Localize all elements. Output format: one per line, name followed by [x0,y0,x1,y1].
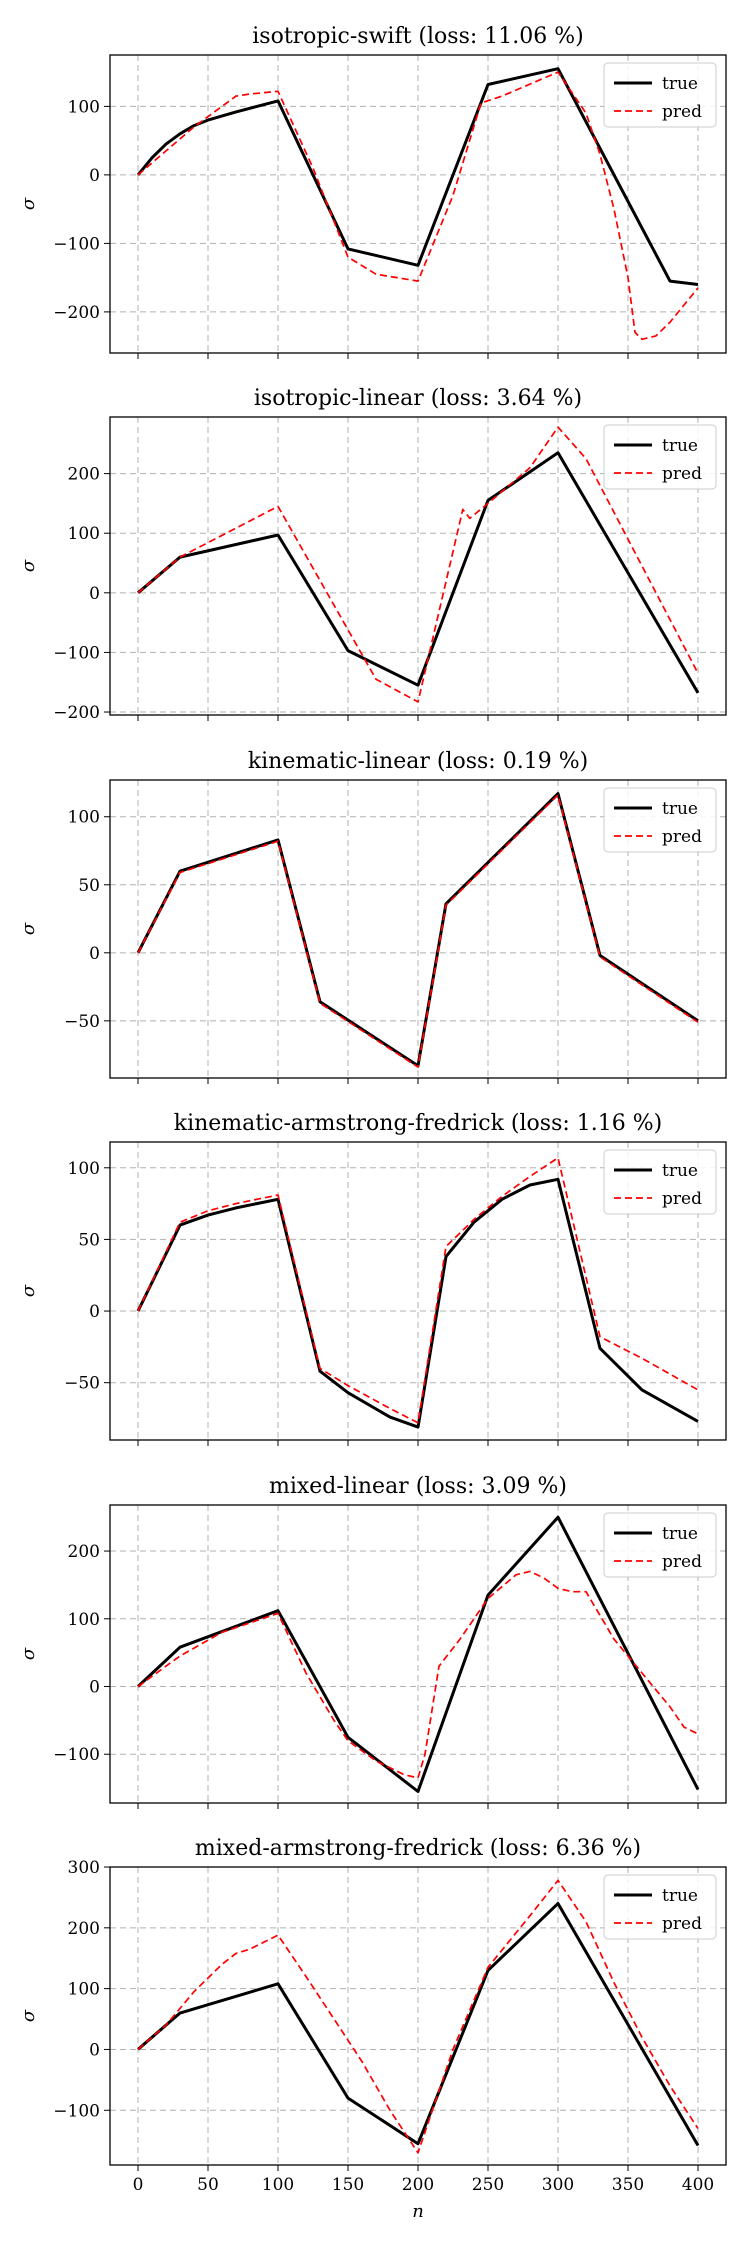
y-tick-label: 0 [89,1678,100,1698]
plot-title: kinematic-armstrong-fredrick (loss: 1.16… [174,1111,663,1136]
subplot: −50 0 50 100 kinematic-linear (loss: 0.19 %)… [18,749,727,1084]
y-tick-label: 100 [68,1610,100,1630]
series-line-pred [137,1879,699,2154]
y-tick-label: 100 [68,1159,100,1179]
y-tick-label: 0 [89,2040,100,2060]
series-line-true [137,1902,700,2147]
y-tick-label: −100 [53,2101,100,2121]
y-tick-label: −100 [53,234,100,254]
y-axis-label: σ [18,2009,39,2022]
plot-title: kinematic-linear (loss: 0.19 %) [248,749,588,774]
y-tick-label: 300 [68,1858,100,1878]
x-tick-label: 350 [612,2175,644,2195]
y-tick-label: 0 [89,944,100,964]
legend-label: true [662,1524,698,1544]
y-tick-label: −100 [53,643,100,663]
y-tick-label: −100 [53,1745,100,1765]
legend: true pred [603,787,717,853]
legend: true pred [603,62,717,128]
y-axis-label: σ [18,922,39,935]
legend-label: pred [662,827,702,847]
legend-label: pred [662,464,702,484]
y-tick-label: 0 [89,166,100,186]
x-tick-label: 0 [133,2175,144,2195]
x-tick-label: 300 [542,2175,574,2195]
legend-label: pred [662,102,702,122]
series-line-pred [137,1156,699,1424]
y-tick-label: 100 [68,808,100,828]
series-line-pred [137,426,699,703]
subplot: 0 50 100 150 200 250 300 350 400 −100 0 100 200 300 mi… [18,1836,727,2222]
x-axis-label: n [412,2201,424,2222]
legend-label: pred [662,1552,702,1572]
legend-label: true [662,1886,698,1906]
y-tick-label: 50 [78,1230,100,1250]
y-axis-label: σ [18,197,39,210]
series-line-true [137,451,700,694]
y-tick-label: 200 [68,465,100,485]
legend-label: pred [662,1914,702,1934]
legend: true pred [603,1512,717,1578]
x-tick-label: 150 [332,2175,364,2195]
y-axis-label: σ [18,1284,39,1297]
y-axis-label: σ [18,1647,39,1660]
series-line-pred [137,1570,699,1779]
legend-label: true [662,74,698,94]
x-tick-label: 100 [262,2175,294,2195]
x-tick-label: 50 [197,2175,219,2195]
x-tick-label: 400 [682,2175,714,2195]
series-line-true [136,1177,699,1429]
y-axis-label: σ [18,559,39,572]
plot-title: isotropic-linear (loss: 3.64 %) [254,386,582,411]
y-tick-label: 100 [68,524,100,544]
subplot: −100 0 100 200 mixed-linear (loss: 3.09 %) σ t… [18,1474,727,1809]
series-line-pred [137,71,699,341]
y-tick-label: 200 [68,1542,100,1562]
y-tick-label: −200 [53,303,100,323]
y-tick-label: 0 [89,584,100,604]
legend: true pred [603,1149,717,1215]
plot-title: mixed-linear (loss: 3.09 %) [269,1474,567,1499]
y-tick-label: 50 [78,876,100,896]
subplot: −200 −100 0 100 isotropic-swift (loss: 11.06… [18,24,727,359]
legend-label: true [662,436,698,456]
y-tick-label: 0 [89,1302,100,1322]
y-tick-label: −50 [64,1012,100,1032]
y-tick-label: 200 [68,1919,100,1939]
y-tick-label: 100 [68,97,100,117]
series-line-true [136,67,699,286]
x-tick-label: 250 [472,2175,504,2195]
y-tick-label: −50 [64,1374,100,1394]
subplot: −200 −100 0 100 200 isotropic-linear (loss: 3… [18,386,727,723]
series-line-pred [137,794,699,1068]
legend-label: true [662,1161,698,1181]
plot-title: isotropic-swift (loss: 11.06 %) [252,24,584,49]
subplot: −50 0 50 100 kinematic-armstrong-fredrick (l… [18,1111,727,1446]
legend-label: true [662,799,698,819]
plot-title: mixed-armstrong-fredrick (loss: 6.36 %) [195,1836,641,1861]
legend: true pred [603,1874,717,1940]
y-tick-label: −200 [53,703,100,723]
legend-label: pred [662,1189,702,1209]
x-tick-label: 200 [402,2175,434,2195]
legend: true pred [603,424,717,490]
y-tick-label: 100 [68,1980,100,2000]
